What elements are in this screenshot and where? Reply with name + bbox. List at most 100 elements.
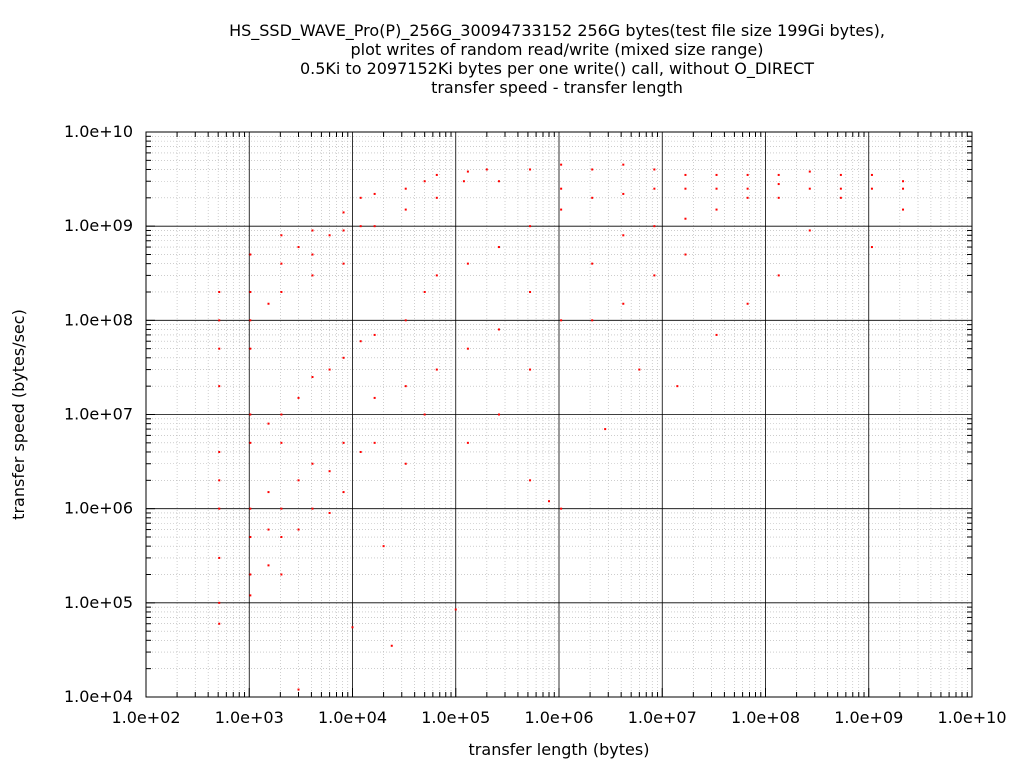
data-point xyxy=(249,413,252,416)
data-point xyxy=(902,187,905,190)
data-point xyxy=(870,246,873,249)
data-point xyxy=(404,385,407,388)
data-point xyxy=(297,246,300,249)
data-point xyxy=(547,500,550,503)
data-point xyxy=(280,262,283,265)
data-point xyxy=(622,163,625,166)
data-point xyxy=(311,507,314,510)
data-point xyxy=(249,573,252,576)
data-point xyxy=(373,225,376,228)
data-point xyxy=(560,163,563,166)
data-point xyxy=(328,234,331,237)
data-point xyxy=(684,187,687,190)
data-point xyxy=(342,262,345,265)
data-point xyxy=(404,208,407,211)
data-point xyxy=(435,196,438,199)
x-tick-label: 1.0e+08 xyxy=(731,708,800,727)
data-point xyxy=(218,347,221,350)
data-point xyxy=(359,196,362,199)
data-point xyxy=(529,290,532,293)
data-point xyxy=(249,507,252,510)
data-point xyxy=(311,253,314,256)
y-tick-label: 1.0e+08 xyxy=(64,310,133,329)
data-point xyxy=(342,229,345,232)
data-point xyxy=(218,507,221,510)
x-tick-labels: 1.0e+02 1.0e+03 1.0e+04 1.0e+05 1.0e+06 1.0e+… xyxy=(111,708,1006,727)
data-point xyxy=(839,187,842,190)
data-point xyxy=(297,396,300,399)
data-point xyxy=(653,168,656,171)
data-point xyxy=(622,302,625,305)
data-point xyxy=(684,173,687,176)
data-point xyxy=(328,511,331,514)
data-point xyxy=(280,536,283,539)
data-point xyxy=(746,196,749,199)
data-point xyxy=(267,302,270,305)
data-point xyxy=(746,173,749,176)
data-point xyxy=(373,396,376,399)
y-tick-label: 1.0e+06 xyxy=(64,499,133,518)
data-point xyxy=(454,608,457,611)
data-point xyxy=(359,225,362,228)
data-point xyxy=(311,274,314,277)
data-point xyxy=(249,347,252,350)
data-point xyxy=(870,173,873,176)
x-tick-label: 1.0e+02 xyxy=(111,708,180,727)
data-point xyxy=(297,688,300,691)
data-point xyxy=(560,208,563,211)
x-tick-label: 1.0e+05 xyxy=(421,708,490,727)
data-point xyxy=(404,187,407,190)
chart-title-line-1: HS_SSD_WAVE_Pro(P)_256G_30094733152 256G… xyxy=(229,21,885,40)
data-point xyxy=(653,225,656,228)
data-point xyxy=(777,196,780,199)
y-tick-label: 1.0e+07 xyxy=(64,405,133,424)
data-point xyxy=(591,262,594,265)
data-point xyxy=(529,225,532,228)
data-point xyxy=(839,196,842,199)
data-point xyxy=(218,385,221,388)
x-tick-label: 1.0e+06 xyxy=(524,708,593,727)
data-point xyxy=(902,208,905,211)
data-point xyxy=(249,441,252,444)
data-point xyxy=(267,528,270,531)
data-point xyxy=(267,564,270,567)
data-point xyxy=(359,340,362,343)
data-point xyxy=(218,622,221,625)
data-point xyxy=(249,253,252,256)
x-tick-label: 1.0e+03 xyxy=(215,708,284,727)
data-point xyxy=(746,187,749,190)
chart-title: HS_SSD_WAVE_Pro(P)_256G_30094733152 256G… xyxy=(0,21,1024,97)
data-point xyxy=(591,196,594,199)
data-point xyxy=(653,274,656,277)
data-point xyxy=(280,413,283,416)
data-point xyxy=(715,208,718,211)
data-point xyxy=(653,187,656,190)
data-point xyxy=(777,274,780,277)
data-point xyxy=(715,333,718,336)
data-point xyxy=(746,302,749,305)
data-point xyxy=(497,328,500,331)
data-point xyxy=(373,333,376,336)
y-tick-label: 1.0e+09 xyxy=(64,216,133,235)
data-point xyxy=(249,319,252,322)
data-point xyxy=(497,180,500,183)
data-point xyxy=(373,441,376,444)
data-point xyxy=(808,187,811,190)
data-point xyxy=(529,479,532,482)
data-point xyxy=(870,187,873,190)
chart-title-line-3: 0.5Ki to 2097152Ki bytes per one write()… xyxy=(299,59,815,78)
data-point xyxy=(373,192,376,195)
x-tick-label: 1.0e+04 xyxy=(318,708,387,727)
data-point xyxy=(249,536,252,539)
data-point xyxy=(529,368,532,371)
data-point xyxy=(423,180,426,183)
data-point xyxy=(435,274,438,277)
data-point xyxy=(423,413,426,416)
chart-title-line-4: transfer speed - transfer length xyxy=(431,78,683,97)
data-point xyxy=(249,594,252,597)
data-point xyxy=(560,319,563,322)
data-point xyxy=(591,168,594,171)
data-point xyxy=(218,450,221,453)
data-point xyxy=(462,180,465,183)
